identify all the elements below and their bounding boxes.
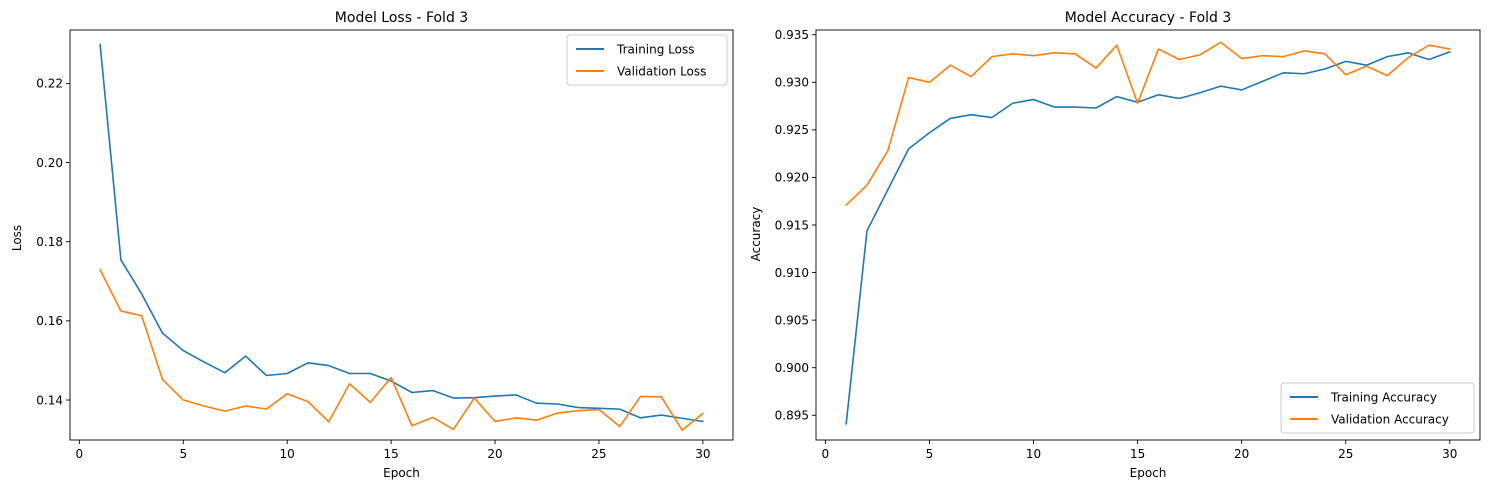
accuracy-y-tick-label: 0.905	[775, 313, 809, 327]
accuracy-y-tick-label: 0.895	[775, 409, 809, 423]
loss-x-tick-label: 30	[695, 447, 710, 461]
loss-y-tick-label: 0.22	[36, 77, 63, 91]
accuracy-x-tick-label: 20	[1234, 447, 1249, 461]
accuracy-y-axis-label: Accuracy	[749, 207, 763, 262]
accuracy-x-tick-label: 25	[1338, 447, 1353, 461]
accuracy-y-tick-label: 0.925	[775, 123, 809, 137]
loss-y-tick-label: 0.14	[36, 393, 63, 407]
legend-label-validation-accuracy: Validation Accuracy	[1331, 413, 1449, 427]
legend-label-training-accuracy: Training Accuracy	[1330, 391, 1437, 405]
loss-plot-area	[69, 29, 734, 441]
accuracy-x-tick-label: 30	[1442, 447, 1457, 461]
accuracy-legend: Training Accuracy Validation Accuracy	[1280, 382, 1475, 434]
accuracy-y-tick-label: 0.915	[775, 218, 809, 232]
accuracy-x-tick-label: 5	[926, 447, 934, 461]
accuracy-x-tick-label: 10	[1026, 447, 1041, 461]
accuracy-legend-frame	[1280, 382, 1475, 434]
accuracy-x-axis-label: Epoch	[1130, 466, 1167, 480]
loss-x-tick-label: 5	[179, 447, 187, 461]
loss-y-tick-label: 0.18	[36, 235, 63, 249]
loss-ticks: 0 5 10 15 20 25 30 0.14 0.16 0.18 0.20 0.22	[36, 77, 710, 461]
accuracy-series-training-line	[845, 50, 1451, 425]
accuracy-chart-title: Model Accuracy - Fold 3	[1065, 10, 1232, 26]
accuracy-ticks: 0 5 10 15 20 25 30 0.895 0.900 0.905 0.910 0.915 0.9…	[775, 28, 1458, 461]
accuracy-series-validation-line	[845, 41, 1451, 207]
accuracy-plot-area	[815, 29, 1481, 441]
loss-x-tick-label: 10	[280, 447, 295, 461]
legend-label-validation-loss: Validation Loss	[617, 65, 706, 79]
accuracy-x-tick-label: 0	[822, 447, 830, 461]
accuracy-y-tick-label: 0.935	[775, 28, 809, 42]
loss-y-axis-label: Loss	[10, 225, 24, 251]
accuracy-axes-frame	[815, 29, 1481, 441]
loss-series-validation-line	[99, 268, 704, 431]
accuracy-y-tick-label: 0.930	[775, 76, 809, 90]
loss-x-tick-label: 25	[591, 447, 606, 461]
loss-x-tick-label: 0	[76, 447, 84, 461]
loss-x-axis-label: Epoch	[383, 466, 420, 480]
accuracy-x-tick-label: 15	[1130, 447, 1145, 461]
loss-chart: Model Loss - Fold 3 0 5 10 15 20 25 30 0.14 0.16…	[10, 10, 734, 480]
loss-y-tick-label: 0.20	[36, 156, 63, 170]
accuracy-chart: Model Accuracy - Fold 3 0 5 10 15 20 25 30 0.89…	[749, 10, 1481, 480]
loss-legend: Training Loss Validation Loss	[566, 34, 728, 86]
legend-label-training-loss: Training Loss	[616, 43, 694, 57]
accuracy-y-tick-label: 0.900	[775, 361, 809, 375]
loss-series-training-line	[99, 43, 704, 423]
loss-axes-frame	[69, 29, 734, 441]
loss-y-tick-label: 0.16	[36, 314, 63, 328]
loss-x-tick-label: 15	[383, 447, 398, 461]
accuracy-y-tick-label: 0.920	[775, 171, 809, 185]
loss-chart-title: Model Loss - Fold 3	[335, 10, 468, 26]
loss-x-tick-label: 20	[487, 447, 502, 461]
accuracy-y-tick-label: 0.910	[775, 266, 809, 280]
loss-legend-frame	[566, 34, 728, 86]
